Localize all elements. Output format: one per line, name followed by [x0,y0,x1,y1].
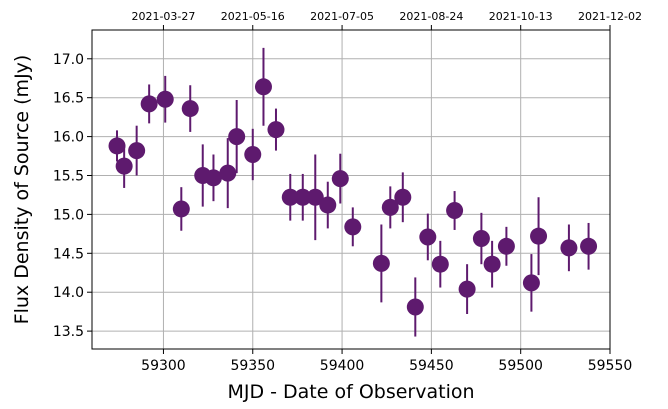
error-bars [116,47,590,337]
data-point [128,142,146,160]
top-date-tick-label: 2021-12-02 [578,10,642,23]
data-point [497,237,515,255]
top-date-tick-label: 2021-10-13 [489,10,553,23]
x-tick-label: 59400 [320,358,365,374]
data-point [228,128,246,146]
data-point [331,170,349,188]
data-point [381,198,399,216]
y-tick-label: 16.5 [53,91,84,107]
y-tick-label: 16.0 [53,130,84,146]
data-point [406,298,424,316]
x-tick-label: 59500 [498,358,543,374]
data-point [267,121,285,139]
data-point [181,100,199,118]
data-point [458,280,476,298]
data-point [372,254,390,272]
data-point [294,188,312,206]
data-point [419,228,437,246]
y-tick-label: 13.5 [53,324,84,340]
data-point [219,164,237,182]
top-date-tick-label: 2021-03-27 [131,10,195,23]
top-date-tick-label: 2021-07-05 [310,10,374,23]
top-date-tick-label: 2021-08-24 [399,10,463,23]
y-tick-label: 15.0 [53,207,84,223]
y-axis-label: Flux Density of Source (mJy) [11,55,33,325]
axis-ticks: 59300 59350 59400 59450 59500 59550 13.5 14.0 14… [53,10,642,374]
x-tick-label: 59350 [230,358,275,374]
x-tick-label: 59300 [141,358,186,374]
data-points [108,78,598,316]
x-tick-label: 59550 [588,358,633,374]
data-point [344,218,362,236]
data-point [115,157,133,175]
x-tick-label: 59450 [409,358,454,374]
data-point [560,239,578,257]
plot-frame [91,29,611,350]
y-tick-label: 15.5 [53,168,84,184]
data-point [204,169,222,187]
data-point [306,188,324,206]
data-point [522,274,540,292]
data-point [244,145,262,163]
data-point [156,90,174,108]
top-date-tick-label: 2021-05-16 [221,10,285,23]
data-point [108,137,126,155]
data-point [394,188,412,206]
data-point [172,200,190,218]
data-point [446,202,464,220]
data-point [580,237,598,255]
data-point [319,196,337,214]
y-tick-label: 14.5 [53,246,84,262]
data-point [254,78,272,96]
data-point [530,227,548,245]
y-tick-label: 17.0 [53,52,84,68]
y-tick-label: 14.0 [53,285,84,301]
data-point [140,95,158,113]
data-point [431,255,449,273]
x-axis-label: MJD - Date of Observation [227,381,474,403]
data-point [483,255,501,273]
data-point [472,230,490,248]
data-point [281,188,299,206]
grid [92,30,610,349]
